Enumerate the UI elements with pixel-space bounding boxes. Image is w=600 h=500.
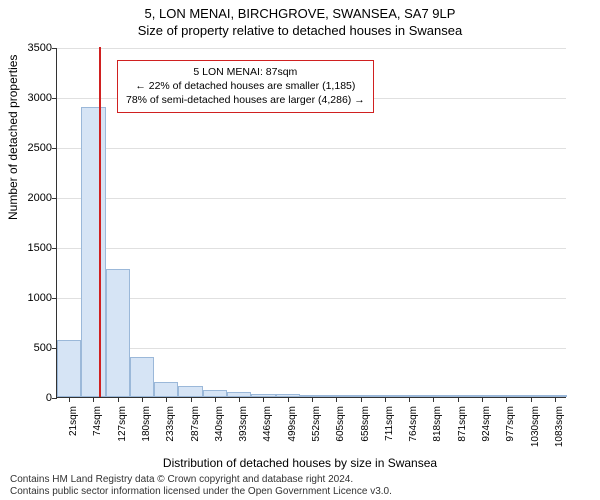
xtick-label: 127sqm — [117, 406, 128, 454]
histogram-bar — [154, 382, 178, 397]
xtick-label: 605sqm — [335, 406, 346, 454]
xtick-mark — [191, 397, 192, 402]
xtick-mark — [531, 397, 532, 402]
xtick-label: 552sqm — [311, 406, 322, 454]
xtick-mark — [69, 397, 70, 402]
xtick-mark — [215, 397, 216, 402]
xtick-label: 977sqm — [505, 406, 516, 454]
xtick-mark — [482, 397, 483, 402]
annotation-line: 78% of semi-detached houses are larger (… — [126, 93, 365, 107]
xtick-mark — [555, 397, 556, 402]
y-axis-label: Number of detached properties — [6, 55, 20, 220]
xtick-label: 658sqm — [360, 406, 371, 454]
x-axis-label: Distribution of detached houses by size … — [0, 456, 600, 470]
ytick-label: 0 — [46, 392, 52, 404]
ytick-label: 500 — [34, 342, 52, 354]
histogram-plot: 5 LON MENAI: 87sqm← 22% of detached hous… — [56, 48, 566, 398]
xtick-mark — [263, 397, 264, 402]
xtick-label: 393sqm — [238, 406, 249, 454]
ytick-mark — [52, 298, 57, 299]
xtick-mark — [433, 397, 434, 402]
xtick-label: 21sqm — [68, 406, 79, 454]
xtick-mark — [312, 397, 313, 402]
xtick-mark — [93, 397, 94, 402]
attribution-line-2: Contains public sector information licen… — [10, 486, 392, 498]
property-marker-line — [99, 47, 101, 397]
attribution-text: Contains HM Land Registry data © Crown c… — [10, 474, 392, 498]
xtick-mark — [288, 397, 289, 402]
xtick-label: 711sqm — [384, 406, 395, 454]
xtick-label: 180sqm — [141, 406, 152, 454]
gridline — [57, 148, 566, 149]
ytick-label: 3500 — [28, 42, 52, 54]
ytick-label: 1000 — [28, 292, 52, 304]
xtick-label: 764sqm — [408, 406, 419, 454]
ytick-mark — [52, 98, 57, 99]
gridline — [57, 298, 566, 299]
xtick-mark — [409, 397, 410, 402]
ytick-label: 3000 — [28, 92, 52, 104]
ytick-mark — [52, 48, 57, 49]
gridline — [57, 348, 566, 349]
xtick-label: 871sqm — [457, 406, 468, 454]
xtick-label: 499sqm — [287, 406, 298, 454]
xtick-label: 1030sqm — [530, 406, 541, 454]
histogram-bar — [203, 390, 227, 397]
ytick-mark — [52, 198, 57, 199]
xtick-label: 340sqm — [214, 406, 225, 454]
page-subtitle: Size of property relative to detached ho… — [0, 23, 600, 38]
xtick-label: 74sqm — [92, 406, 103, 454]
xtick-mark — [239, 397, 240, 402]
annotation-box: 5 LON MENAI: 87sqm← 22% of detached hous… — [117, 60, 374, 113]
ytick-mark — [52, 248, 57, 249]
xtick-label: 287sqm — [190, 406, 201, 454]
xtick-mark — [166, 397, 167, 402]
xtick-mark — [506, 397, 507, 402]
xtick-label: 924sqm — [481, 406, 492, 454]
gridline — [57, 48, 566, 49]
annotation-line: 5 LON MENAI: 87sqm — [126, 65, 365, 79]
histogram-bar — [130, 357, 154, 397]
xtick-mark — [458, 397, 459, 402]
attribution-line-1: Contains HM Land Registry data © Crown c… — [10, 474, 392, 486]
page-title: 5, LON MENAI, BIRCHGROVE, SWANSEA, SA7 9… — [0, 6, 600, 21]
xtick-mark — [336, 397, 337, 402]
histogram-bar — [178, 386, 202, 397]
ytick-label: 2000 — [28, 192, 52, 204]
xtick-label: 818sqm — [432, 406, 443, 454]
xtick-label: 446sqm — [262, 406, 273, 454]
ytick-label: 2500 — [28, 142, 52, 154]
ytick-mark — [52, 148, 57, 149]
gridline — [57, 198, 566, 199]
ytick-label: 1500 — [28, 242, 52, 254]
xtick-mark — [361, 397, 362, 402]
xtick-mark — [142, 397, 143, 402]
xtick-label: 233sqm — [165, 406, 176, 454]
histogram-bar — [81, 107, 105, 397]
xtick-mark — [385, 397, 386, 402]
xtick-mark — [118, 397, 119, 402]
histogram-bar — [57, 340, 81, 397]
histogram-bar — [106, 269, 130, 397]
gridline — [57, 248, 566, 249]
annotation-line: ← 22% of detached houses are smaller (1,… — [126, 79, 365, 93]
xtick-label: 1083sqm — [554, 406, 565, 454]
ytick-mark — [52, 398, 57, 399]
